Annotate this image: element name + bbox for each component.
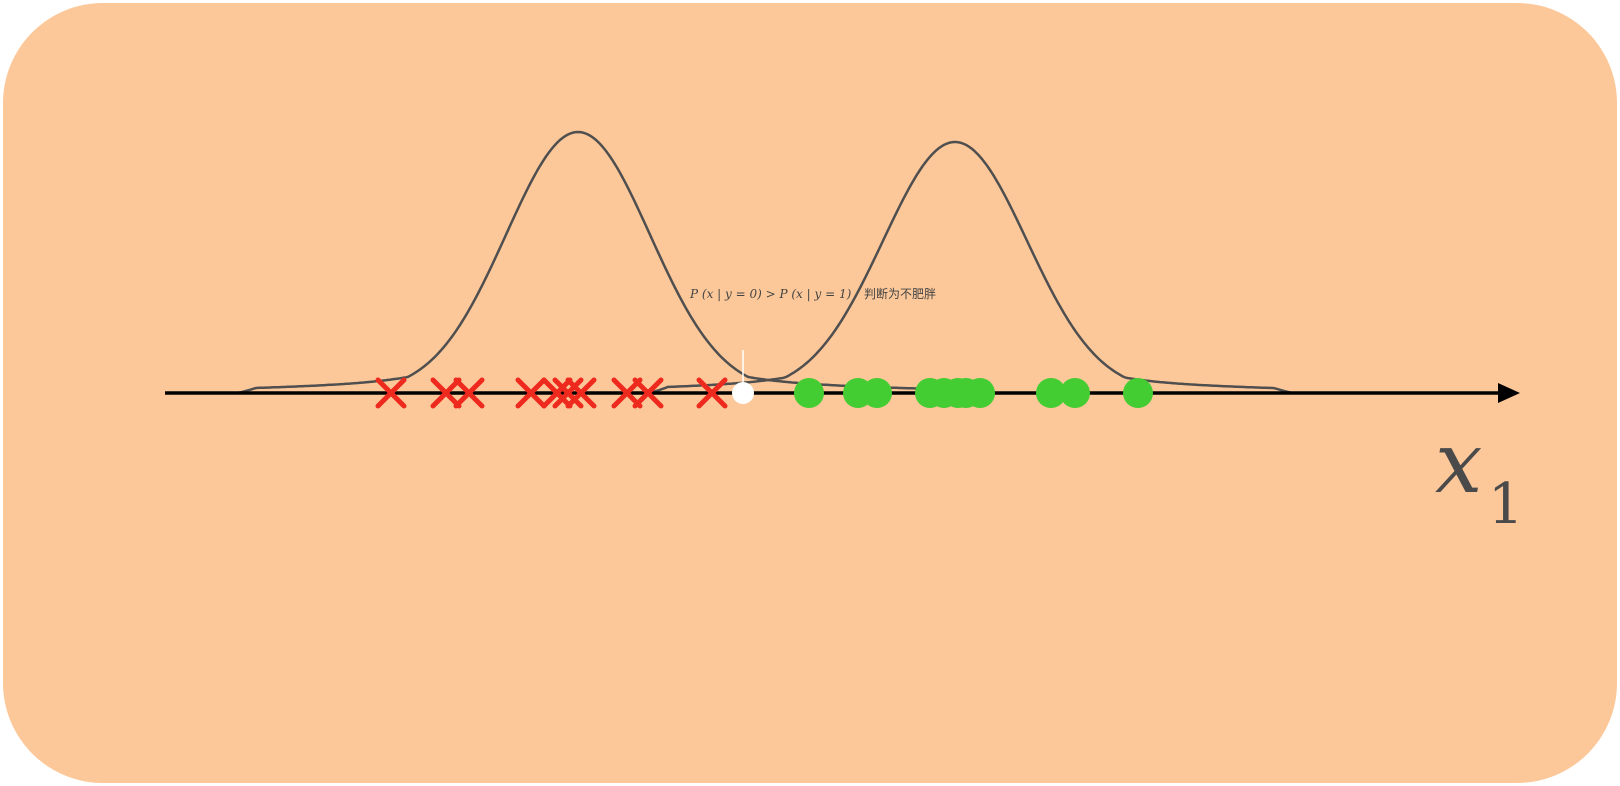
cross-icon [515,377,547,409]
dot-icon [1036,378,1066,408]
cross-icon [375,377,407,409]
decision-formula: P (x | y = 0) > P (x | y = 1) [689,287,852,301]
class0-distribution-curve [237,130,935,395]
cross-icon [453,377,485,409]
cross-icon [430,377,462,409]
dot-icon [794,378,824,408]
cross-icon [611,377,643,409]
data-point-markers [375,377,1153,409]
cross-icon [632,377,664,409]
cross-icon [696,377,728,409]
cross-icon [565,377,597,409]
dot-icon [1060,378,1090,408]
decision-judgement: 判断为不肥胖 [864,286,936,301]
x-axis-arrowhead [1498,383,1520,403]
axis-label-symbol: x [1435,414,1482,512]
dot-icon [1123,378,1153,408]
query-point-icon [732,382,754,404]
dot-icon [965,378,995,408]
axis-label-subscript: 1 [1488,472,1524,537]
cross-icon [541,377,573,409]
dot-icon [862,378,892,408]
cross-icon [552,377,584,409]
class1-distribution-curve [649,140,1293,395]
